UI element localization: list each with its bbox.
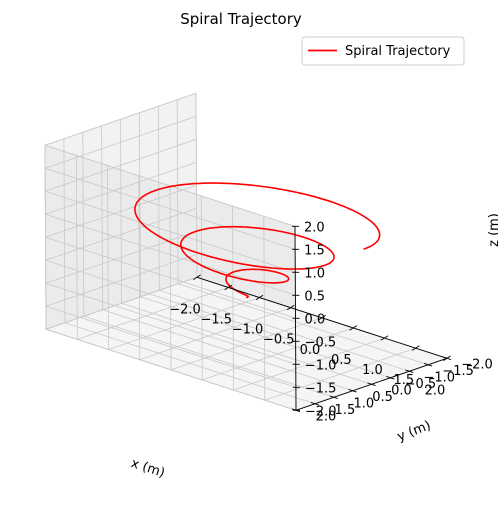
y-axis-tick-label: −0.5: [405, 377, 437, 392]
legend: Spiral Trajectory: [301, 36, 465, 66]
x-axis-tick-label: 0.5: [331, 353, 352, 368]
grid-line: [202, 327, 354, 381]
spiral-trajectory-line: [134, 182, 381, 299]
grid-line: [45, 328, 297, 411]
grid-line: [101, 125, 103, 310]
y-axis-tick: [329, 395, 338, 400]
z-axis-tick-label: 0.5: [304, 289, 325, 304]
x-axis-tick: [411, 345, 420, 351]
grid-line: [200, 195, 203, 380]
x-axis-tick-label: 0.0: [300, 343, 321, 358]
z-axis-ticks: −2.0−1.5−1.0−0.50.00.51.01.52.0: [292, 220, 337, 419]
x-axis-tick-label: −1.0: [232, 323, 264, 338]
y-axis-tick-label: 0.0: [391, 383, 412, 398]
y-axis-tick-label: −2.0: [461, 357, 493, 372]
y-axis-tick: [442, 356, 452, 361]
grid-line: [263, 216, 266, 401]
z-axis-tick-label: −2.0: [305, 404, 337, 419]
y-axis-tick: [348, 388, 357, 393]
grid-line: [45, 161, 197, 215]
z-axis-tick-label: −1.5: [305, 381, 337, 396]
grid-line: [83, 315, 334, 398]
grid-line: [44, 115, 197, 169]
z-axis-tick-label: −0.5: [305, 335, 337, 350]
x-axis-tick-label: −0.5: [263, 333, 295, 348]
grid-line: [45, 236, 296, 319]
x-axis-ticks: −2.0−1.5−1.0−0.50.00.51.01.52.0: [169, 274, 451, 398]
z-axis-tick-label: 0.0: [305, 312, 326, 327]
x-axis-tick: [318, 315, 326, 321]
y-axis-tick: [310, 401, 320, 406]
y-axis-tick-label: 1.5: [335, 403, 356, 418]
grid-line: [45, 138, 197, 192]
x-axis-tick-label: 1.0: [362, 363, 383, 378]
y-axis-tick: [405, 369, 414, 374]
y-axis-label: y (m): [395, 418, 433, 444]
grid-line: [233, 337, 385, 391]
grid-line: [102, 309, 353, 392]
y-axis-ticks: −2.0−1.5−1.0−0.50.00.51.01.52.0: [291, 356, 493, 424]
grid-line: [44, 167, 296, 250]
grid-line: [44, 145, 47, 330]
y-axis-tick: [386, 375, 395, 380]
z-axis-tick-label: 1.0: [304, 266, 325, 281]
chart-title: Spiral Trajectory: [180, 10, 302, 28]
x-axis-tick-label: −1.5: [201, 312, 233, 327]
y-axis-tick-label: −1.0: [424, 370, 456, 385]
y-axis-tick: [367, 382, 376, 387]
y-axis-tick-label: 1.0: [353, 396, 374, 411]
grid-line: [63, 138, 66, 323]
axes-panes: [44, 92, 449, 411]
z-axis-label: z (m): [487, 213, 498, 247]
x-axis-tick: [349, 325, 358, 331]
grid-line: [44, 92, 197, 146]
grid-line: [82, 132, 85, 317]
x-axis-tick-label: −2.0: [169, 302, 201, 317]
x-axis-tick: [193, 274, 201, 280]
z-axis-tick-label: 2.0: [304, 220, 325, 235]
x-axis-tick-label: 2.0: [425, 383, 446, 398]
x-axis-tick: [255, 294, 264, 301]
grid-line: [64, 322, 316, 405]
grid-line: [195, 93, 198, 278]
grid-line: [232, 205, 234, 391]
grid-lines: [44, 92, 448, 411]
grid-line: [45, 184, 197, 238]
grid-line: [45, 190, 296, 273]
x-axis-tick: [224, 284, 233, 291]
z-axis-tick-label: 1.5: [304, 243, 325, 258]
x-axis-label: x (m): [129, 456, 167, 481]
trajectory-layer: [134, 182, 381, 299]
y-axis-tick-label: 2.0: [316, 409, 337, 424]
y-axis-tick: [423, 362, 433, 367]
z-axis-tick-label: −1.0: [305, 358, 337, 373]
legend-label: Spiral Trajectory: [345, 44, 451, 59]
x-axis-tick: [380, 335, 389, 341]
x-axis-tick-label: 1.5: [393, 373, 414, 388]
y-axis-tick-label: 0.5: [372, 390, 393, 405]
grid-line: [264, 347, 416, 401]
legend-frame: [301, 36, 465, 66]
grid-line: [121, 302, 372, 385]
y-axis-tick-label: −1.5: [442, 364, 474, 379]
x-axis-tick: [286, 304, 295, 311]
